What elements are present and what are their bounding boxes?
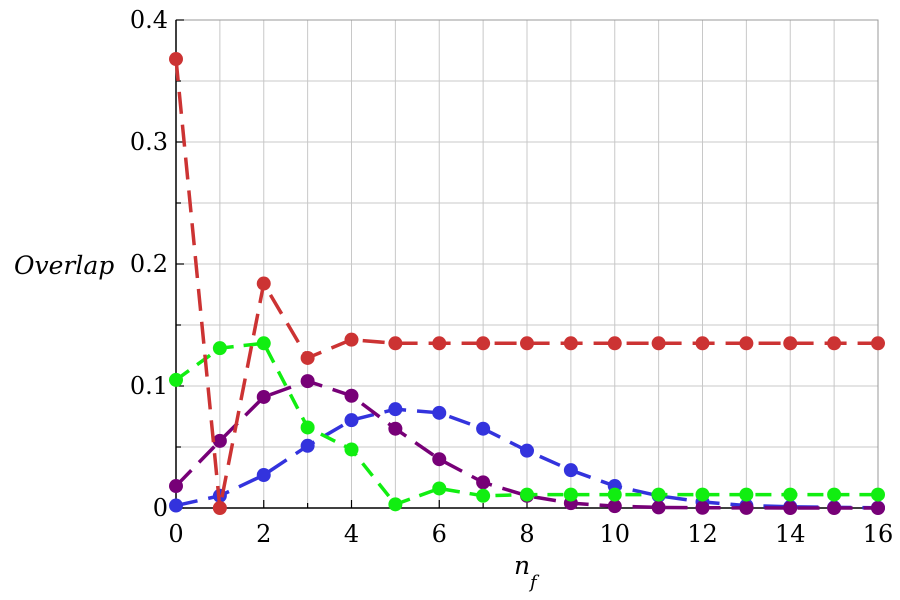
series-group bbox=[169, 52, 885, 515]
data-point bbox=[344, 413, 359, 428]
data-point bbox=[169, 479, 183, 494]
x-tick-label: 12 bbox=[687, 520, 718, 548]
data-point bbox=[739, 500, 754, 515]
data-point bbox=[344, 332, 359, 347]
data-point bbox=[871, 336, 885, 351]
data-point bbox=[344, 388, 359, 403]
x-tick-label: 6 bbox=[432, 520, 447, 548]
data-point bbox=[563, 463, 578, 478]
y-tick-label: 0.3 bbox=[130, 128, 168, 156]
data-point bbox=[520, 443, 534, 458]
series-2 bbox=[169, 336, 885, 512]
x-tick-label: 10 bbox=[599, 520, 630, 548]
data-point bbox=[212, 433, 227, 448]
data-point bbox=[695, 500, 710, 515]
data-point bbox=[169, 52, 183, 67]
plot-frame bbox=[175, 19, 879, 509]
data-point bbox=[607, 336, 622, 351]
data-point bbox=[783, 336, 798, 351]
data-point bbox=[827, 487, 842, 502]
data-point bbox=[169, 372, 183, 387]
data-point bbox=[739, 487, 754, 502]
data-point bbox=[300, 438, 315, 453]
y-tick-labels: 0 0.1 0.2 0.3 0.4 bbox=[130, 6, 168, 522]
data-point bbox=[256, 389, 271, 404]
data-point bbox=[256, 468, 271, 483]
data-point bbox=[300, 420, 315, 435]
x-tick-label: 16 bbox=[863, 520, 894, 548]
data-point bbox=[432, 481, 447, 496]
data-point bbox=[520, 336, 534, 351]
y-tick-label: 0.4 bbox=[130, 6, 168, 34]
data-point bbox=[476, 421, 491, 436]
x-axis-label: n bbox=[514, 551, 530, 580]
x-tick-label: 8 bbox=[519, 520, 534, 548]
data-point bbox=[256, 336, 271, 351]
data-point bbox=[169, 498, 183, 513]
data-point bbox=[388, 421, 403, 436]
data-point bbox=[651, 487, 666, 502]
data-point bbox=[476, 475, 491, 490]
data-point bbox=[388, 402, 403, 417]
x-tick-label: 2 bbox=[256, 520, 271, 548]
data-point bbox=[432, 452, 447, 467]
data-point bbox=[607, 487, 622, 502]
data-point bbox=[432, 405, 447, 420]
data-point bbox=[476, 336, 491, 351]
y-tick-label: 0 bbox=[153, 494, 168, 522]
x-tick-labels: 0 2 4 6 8 10 12 14 16 bbox=[168, 520, 893, 548]
data-point bbox=[739, 336, 754, 351]
series-1 bbox=[169, 374, 885, 515]
data-point bbox=[651, 336, 666, 351]
data-point bbox=[388, 497, 403, 512]
data-point bbox=[607, 499, 622, 514]
data-point bbox=[827, 501, 842, 515]
data-point bbox=[300, 350, 315, 365]
grid bbox=[175, 19, 879, 509]
x-tick-label: 4 bbox=[344, 520, 359, 548]
data-point bbox=[695, 336, 710, 351]
y-tick-label: 0.1 bbox=[130, 372, 168, 400]
data-point bbox=[432, 336, 447, 351]
data-point bbox=[783, 487, 798, 502]
data-point bbox=[563, 336, 578, 351]
data-point bbox=[212, 501, 227, 515]
data-point bbox=[563, 487, 578, 502]
y-axis-label: Overlap bbox=[14, 251, 114, 280]
series-line bbox=[174, 58, 878, 510]
x-axis-label-subscript: f bbox=[528, 572, 540, 593]
data-point bbox=[651, 500, 666, 515]
data-point bbox=[256, 276, 271, 291]
data-point bbox=[300, 374, 315, 389]
data-point bbox=[476, 488, 491, 503]
x-tick-label: 0 bbox=[168, 520, 183, 548]
x-tick-label: 14 bbox=[775, 520, 806, 548]
series-3 bbox=[169, 52, 885, 515]
data-point bbox=[871, 487, 885, 502]
data-point bbox=[871, 501, 885, 515]
data-point bbox=[827, 336, 842, 351]
data-point bbox=[388, 336, 403, 351]
data-point bbox=[212, 341, 227, 356]
y-tick-label: 0.2 bbox=[130, 250, 168, 278]
data-point bbox=[344, 442, 359, 457]
data-point bbox=[695, 487, 710, 502]
data-point bbox=[783, 501, 798, 515]
data-point bbox=[520, 487, 534, 502]
